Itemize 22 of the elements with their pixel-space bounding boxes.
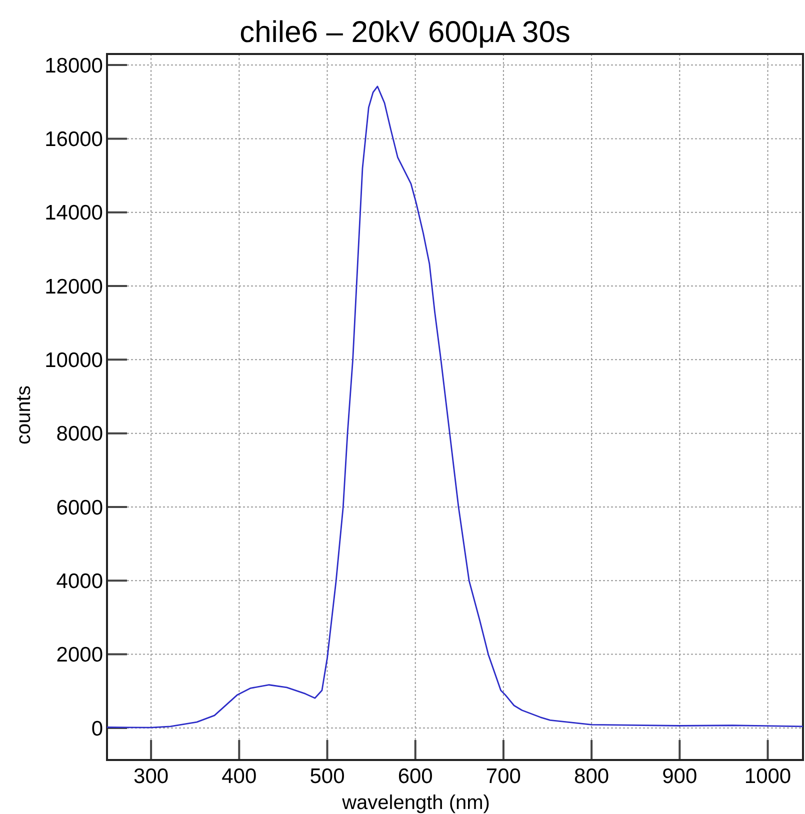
y-tick-label: 16000 xyxy=(44,128,103,152)
y-tick-label: 2000 xyxy=(56,644,103,667)
y-tick-label: 12000 xyxy=(44,275,103,298)
x-tick-label: 800 xyxy=(574,765,610,788)
x-tick-label: 300 xyxy=(134,765,169,788)
chart-title: chile6 – 20kV 600μA 30s xyxy=(240,16,570,49)
y-tick-label: 8000 xyxy=(56,422,103,446)
x-axis-title: wavelength (nm) xyxy=(341,792,490,814)
y-tick-label: 0 xyxy=(91,717,103,740)
x-tick-label: 400 xyxy=(222,765,257,788)
x-tick-label: 1000 xyxy=(744,765,792,788)
x-tick-label: 900 xyxy=(662,765,698,788)
y-tick-label: 6000 xyxy=(56,496,103,520)
y-tick-label: 14000 xyxy=(44,202,103,225)
x-tick-label: 600 xyxy=(398,765,433,788)
y-axis-title: counts xyxy=(13,386,35,444)
line-series xyxy=(106,86,804,728)
y-tick-label: 4000 xyxy=(56,570,103,593)
x-tick-label: 500 xyxy=(310,765,345,788)
x-tick-label: 700 xyxy=(486,765,521,788)
y-tick-label: 10000 xyxy=(44,349,103,372)
y-tick-label: 18000 xyxy=(44,54,103,78)
